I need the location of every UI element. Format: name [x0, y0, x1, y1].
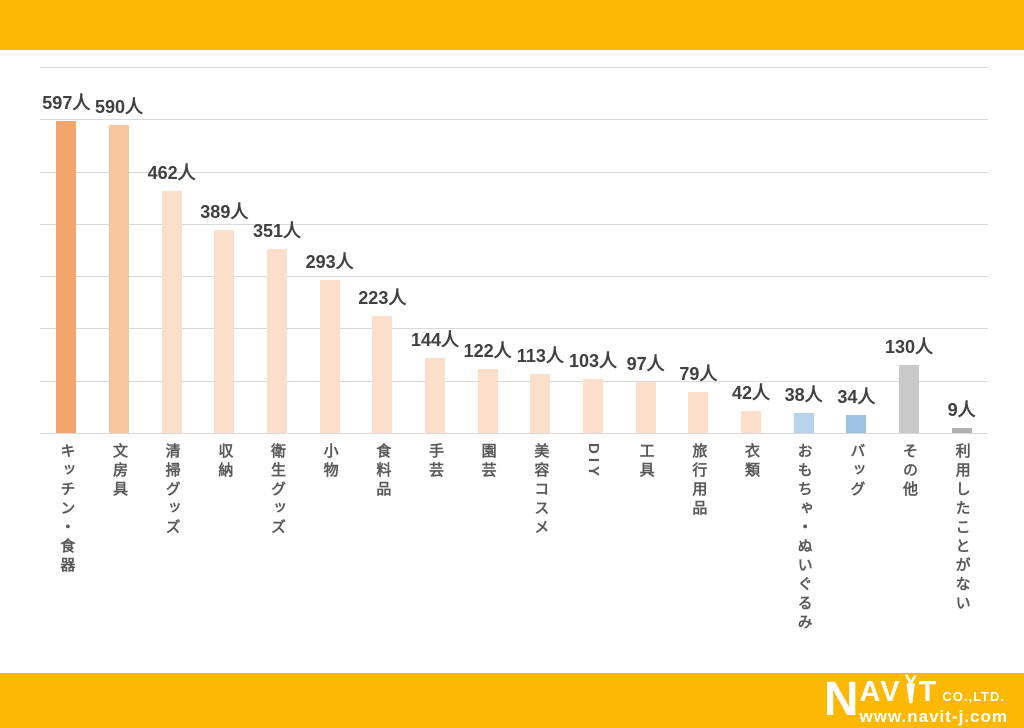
bar-value-label: 462人	[147, 163, 196, 184]
bar-value-label: 34人	[837, 387, 876, 408]
category-label: 収納	[216, 443, 234, 481]
bar-value-label: 38人	[784, 385, 823, 406]
logo-right-block: AV T CO.,LTD. www.navit-j.com	[859, 674, 1008, 727]
bar-18	[951, 428, 972, 433]
bar-5	[267, 249, 287, 433]
category-label: キッチン・食器	[58, 443, 76, 576]
category-label: 衛生グッズ	[269, 443, 286, 538]
bar-8	[425, 357, 445, 433]
bar-value-label: 122人	[463, 341, 512, 362]
category-label: 手芸	[427, 443, 444, 481]
header-accent-bar	[0, 0, 1024, 50]
bar-3	[161, 191, 182, 433]
category-label: 清掃グッズ	[163, 443, 181, 538]
bar-6	[319, 279, 340, 433]
bar-7	[372, 316, 393, 433]
gridline	[40, 171, 988, 173]
logo-brand-row: AV T CO.,LTD.	[859, 674, 1005, 709]
navit-logo: N AV T CO.,LTD. www.navit-j.com	[824, 674, 1008, 727]
bar-10	[530, 373, 551, 433]
category-label: DIY	[585, 443, 602, 481]
category-label: 工具	[637, 443, 655, 481]
footer-accent-bar: N AV T CO.,LTD. www.navit-j.com	[0, 673, 1024, 728]
category-label: 園芸	[479, 443, 497, 481]
category-label: 利用したことがない	[953, 443, 971, 614]
bar-12	[635, 382, 656, 433]
bar-15	[793, 413, 814, 433]
category-label: 文房具	[111, 443, 128, 500]
gridline	[40, 119, 988, 121]
gridline	[40, 223, 988, 225]
bar-value-label: 223人	[358, 288, 407, 309]
gridline	[40, 433, 988, 434]
category-label: おもちゃ・ぬいぐるみ	[795, 443, 813, 633]
bar-13	[688, 391, 709, 433]
bar-value-label: 103人	[568, 351, 618, 372]
bar-value-label: 42人	[731, 383, 771, 404]
bar-16	[846, 415, 867, 433]
gridline	[40, 67, 988, 68]
bar-value-label: 113人	[516, 345, 564, 366]
bar-value-label: 144人	[410, 329, 460, 350]
bar-value-label: 590人	[94, 96, 144, 117]
bar-value-label: 597人	[42, 92, 91, 113]
logo-letter-n: N	[823, 672, 859, 726]
bar-2	[109, 124, 129, 433]
category-label: バッグ	[848, 443, 866, 500]
bar-value-label: 389人	[200, 201, 249, 222]
bar-17	[899, 365, 919, 433]
bar-value-label: 351人	[252, 221, 302, 242]
bar-1	[56, 120, 77, 433]
category-label: その他	[901, 443, 918, 500]
gridline	[40, 380, 988, 382]
logo-company-suffix: CO.,LTD.	[942, 689, 1005, 704]
category-label: 美容コスメ	[532, 443, 550, 538]
logo-letters-av: AV	[859, 676, 902, 709]
bar-value-label: 293人	[305, 251, 354, 272]
bar-value-label: 9人	[947, 400, 976, 421]
category-label: 小物	[321, 443, 339, 481]
bar-9	[477, 369, 498, 433]
bar-14	[741, 411, 761, 433]
logo-website: www.navit-j.com	[859, 707, 1008, 726]
bar-11	[583, 379, 603, 433]
category-label: 食料品	[374, 443, 392, 500]
bar-value-label: 97人	[626, 354, 665, 375]
bar-value-label: 79人	[679, 363, 718, 384]
category-label: 衣類	[743, 443, 760, 481]
bar-value-label: 130人	[884, 337, 934, 358]
gridline	[40, 328, 988, 330]
gridline	[40, 276, 988, 278]
carrot-i-icon	[904, 674, 916, 704]
bar-4	[214, 229, 235, 433]
category-label: 旅行用品	[690, 443, 708, 519]
logo-letter-t: T	[918, 676, 938, 709]
